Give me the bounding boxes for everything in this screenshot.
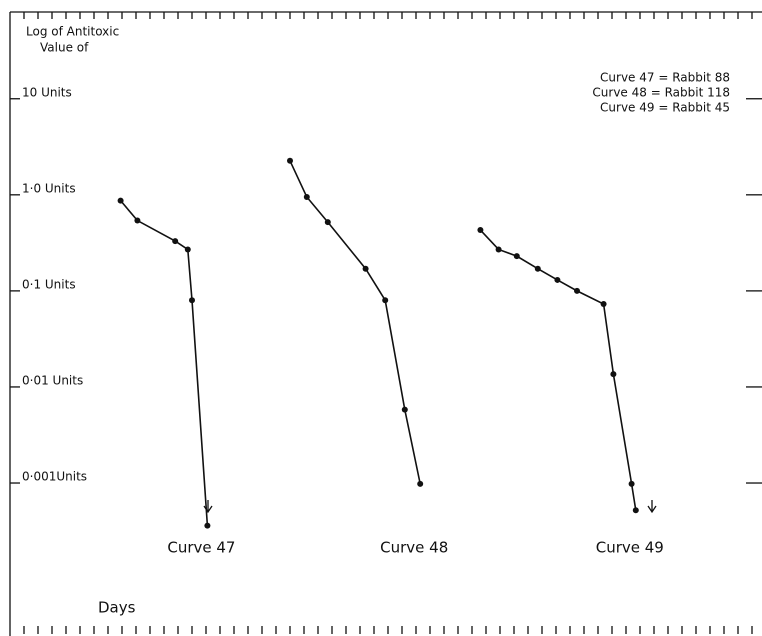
data-point — [303, 193, 310, 200]
data-point — [600, 301, 607, 308]
data-point — [632, 507, 639, 514]
legend-entry: Curve 49 = Rabbit 45 — [600, 101, 730, 115]
arrow — [203, 500, 213, 514]
data-point — [574, 287, 580, 294]
curve-label: Curve 47 — [167, 539, 235, 557]
curve-label: Curve 48 — [380, 539, 448, 557]
y-tick-label: 1·0 Units — [22, 181, 76, 195]
arrow — [647, 500, 657, 514]
data-point — [184, 246, 191, 253]
y-axis-title: Value of — [40, 41, 89, 55]
data-point — [610, 371, 617, 378]
data-point — [287, 157, 293, 164]
data-point — [382, 297, 389, 304]
data-point — [189, 297, 195, 304]
data-point — [534, 265, 541, 272]
data-point — [477, 227, 484, 234]
y-tick-label: 0·001Units — [22, 470, 87, 484]
data-point — [554, 276, 561, 283]
data-point — [172, 238, 179, 245]
y-tick-label: 10 Units — [22, 85, 72, 99]
curve — [119, 200, 209, 526]
data-point — [628, 480, 635, 487]
data-point — [204, 522, 211, 529]
data-point — [117, 197, 124, 204]
data-point — [513, 253, 520, 260]
y-tick-label: 0·1 Units — [22, 277, 76, 291]
y-axis-title: Log of Antitoxic — [26, 25, 119, 39]
curve — [289, 160, 421, 485]
curve — [479, 229, 637, 511]
legend-entry: Curve 47 = Rabbit 88 — [600, 71, 730, 85]
data-point — [134, 217, 141, 224]
legend-entry: Curve 48 = Rabbit 118 — [592, 86, 730, 100]
data-point — [401, 406, 408, 413]
data-point — [417, 480, 424, 487]
y-tick-label: 0·01 Units — [22, 373, 83, 387]
curve-label: Curve 49 — [596, 539, 664, 557]
data-point — [324, 219, 331, 226]
x-axis-title: Days — [98, 599, 136, 617]
data-point — [495, 246, 502, 253]
data-point — [362, 265, 369, 272]
